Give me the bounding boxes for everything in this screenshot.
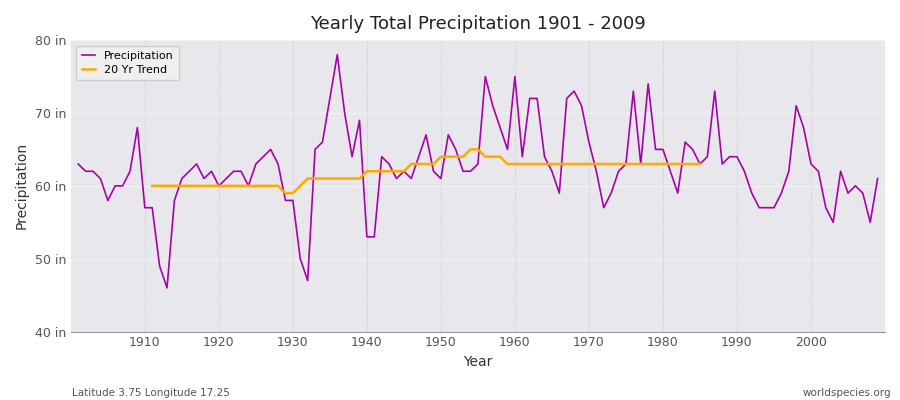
20 Yr Trend <box>191 184 202 188</box>
Title: Yearly Total Precipitation 1901 - 2009: Yearly Total Precipitation 1901 - 2009 <box>310 15 646 33</box>
Precipitation <box>525 96 535 101</box>
20 Yr Trend <box>650 162 661 166</box>
20 Yr Trend <box>576 162 587 166</box>
Text: Latitude 3.75 Longitude 17.25: Latitude 3.75 Longitude 17.25 <box>72 388 230 398</box>
20 Yr Trend <box>465 147 476 152</box>
Precipitation <box>162 286 173 290</box>
Precipitation <box>73 162 84 166</box>
Precipitation <box>332 52 343 57</box>
Y-axis label: Precipitation: Precipitation <box>15 142 29 230</box>
Line: 20 Yr Trend: 20 Yr Trend <box>152 150 700 193</box>
Precipitation <box>132 125 143 130</box>
20 Yr Trend <box>613 162 624 166</box>
20 Yr Trend <box>280 191 291 196</box>
20 Yr Trend <box>695 162 706 166</box>
20 Yr Trend <box>147 184 158 188</box>
Text: worldspecies.org: worldspecies.org <box>803 388 891 398</box>
Precipitation <box>517 154 527 159</box>
Precipitation <box>872 176 883 181</box>
Line: Precipitation: Precipitation <box>78 55 878 288</box>
20 Yr Trend <box>598 162 609 166</box>
Precipitation <box>354 118 364 123</box>
Precipitation <box>302 278 313 283</box>
Legend: Precipitation, 20 Yr Trend: Precipitation, 20 Yr Trend <box>76 46 179 80</box>
X-axis label: Year: Year <box>464 355 492 369</box>
20 Yr Trend <box>591 162 602 166</box>
Precipitation <box>613 169 624 174</box>
